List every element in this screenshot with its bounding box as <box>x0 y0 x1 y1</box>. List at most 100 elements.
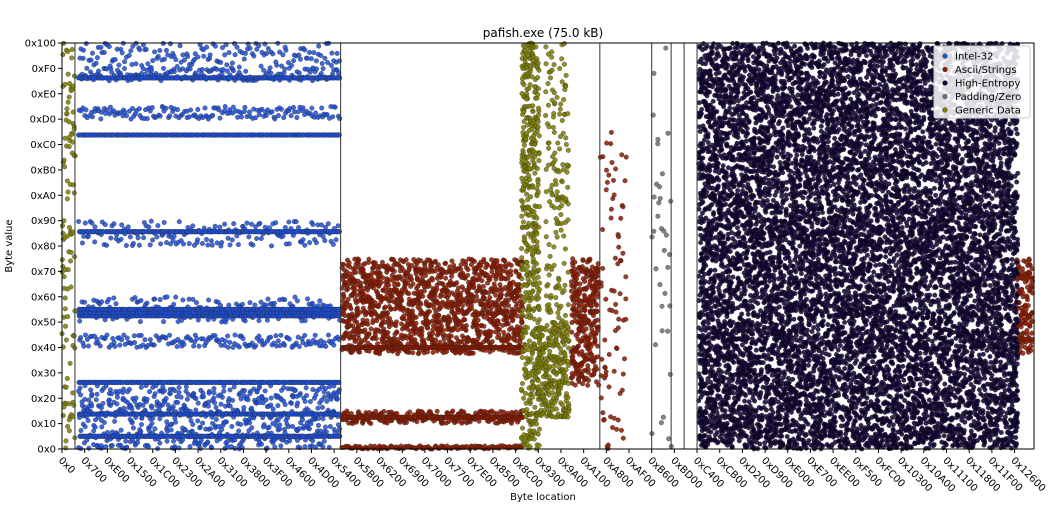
data-point <box>168 391 173 396</box>
data-point <box>264 303 269 308</box>
data-point <box>509 421 514 426</box>
data-point <box>131 241 136 246</box>
data-point <box>150 58 155 63</box>
data-point <box>219 240 224 245</box>
data-point <box>247 110 252 115</box>
data-point <box>303 318 308 323</box>
data-point <box>158 48 163 53</box>
data-point <box>188 67 193 72</box>
data-point <box>386 330 391 335</box>
data-point <box>127 387 132 392</box>
data-point <box>466 267 471 272</box>
data-point <box>236 242 241 247</box>
data-point <box>361 268 366 273</box>
data-point <box>302 48 307 53</box>
data-point <box>392 269 397 274</box>
data-point <box>85 66 90 71</box>
data-point <box>436 263 441 268</box>
data-point <box>112 296 117 301</box>
data-point <box>95 392 100 397</box>
data-point <box>318 299 323 304</box>
data-point <box>161 66 166 71</box>
data-point <box>337 116 342 121</box>
data-point <box>133 295 138 300</box>
data-point <box>263 389 268 394</box>
data-point <box>76 219 81 224</box>
data-point <box>107 44 112 49</box>
data-point <box>120 51 125 56</box>
data-point <box>333 105 338 110</box>
data-point <box>334 237 339 242</box>
data-point <box>249 425 254 430</box>
data-point <box>185 397 190 402</box>
data-point <box>430 278 435 283</box>
data-point <box>225 444 230 449</box>
data-point <box>150 238 155 243</box>
data-point <box>515 314 520 319</box>
data-point <box>295 115 300 120</box>
data-point <box>197 344 202 349</box>
data-point <box>168 42 173 47</box>
data-point <box>81 48 86 53</box>
data-point <box>191 422 196 427</box>
data-point <box>201 54 206 59</box>
data-point <box>248 391 253 396</box>
data-point <box>433 269 438 274</box>
data-point <box>297 393 302 398</box>
data-point <box>369 327 374 332</box>
data-point <box>206 404 211 409</box>
data-point <box>218 225 223 230</box>
data-point <box>394 330 399 335</box>
data-point <box>144 47 149 52</box>
data-point <box>108 105 113 110</box>
data-point <box>270 110 275 115</box>
data-point <box>353 339 358 344</box>
data-point <box>289 113 294 118</box>
data-point <box>450 259 455 264</box>
data-point <box>259 395 264 400</box>
data-point <box>222 53 227 58</box>
data-point <box>150 421 155 426</box>
data-point <box>242 405 247 410</box>
data-point <box>112 340 117 345</box>
data-point <box>249 222 254 227</box>
data-point <box>399 296 404 301</box>
data-point <box>428 263 433 268</box>
data-point <box>131 426 136 431</box>
data-point <box>215 241 220 246</box>
data-point <box>378 271 383 276</box>
data-point <box>319 71 324 76</box>
data-point <box>254 343 259 348</box>
data-point <box>443 261 448 266</box>
data-point <box>311 387 316 392</box>
data-point <box>135 440 140 445</box>
data-point <box>274 333 279 338</box>
data-point <box>365 318 370 323</box>
data-point <box>264 113 269 118</box>
data-point <box>246 42 251 47</box>
data-point <box>104 243 109 248</box>
data-point <box>183 427 188 432</box>
data-point <box>158 297 163 302</box>
data-point <box>188 444 193 449</box>
data-point <box>247 420 252 425</box>
data-point <box>292 388 297 393</box>
data-point <box>481 284 486 289</box>
data-point <box>243 51 248 56</box>
data-point <box>367 257 372 262</box>
data-point <box>210 113 215 118</box>
data-point <box>239 115 244 120</box>
data-point <box>313 333 318 338</box>
data-point <box>82 344 87 349</box>
data-point <box>152 297 157 302</box>
data-point <box>325 60 330 65</box>
data-point <box>226 345 231 350</box>
data-point <box>109 392 114 397</box>
data-point <box>82 300 87 305</box>
data-point <box>319 53 324 58</box>
data-point <box>337 434 342 439</box>
data-point <box>264 51 269 56</box>
data-point <box>331 242 336 247</box>
data-point <box>212 396 217 401</box>
data-point <box>105 333 110 338</box>
